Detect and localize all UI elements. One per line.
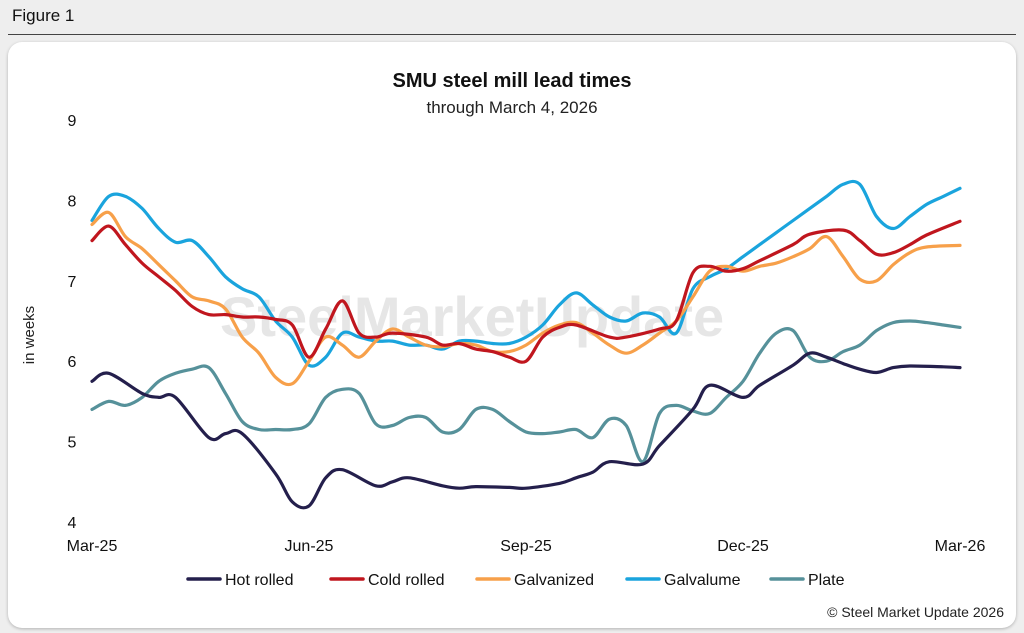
watermark: SteelMarketUpdate [220, 285, 724, 348]
legend-label: Galvalume [664, 572, 741, 589]
legend-item-hot-rolled: Hot rolled [186, 572, 293, 589]
series-line-cold-rolled [90, 219, 962, 364]
legend-label: Plate [808, 572, 845, 589]
x-axis: Mar-25 Jun-25 Sep-25 Dec-25 Mar-26 [67, 538, 986, 555]
series-line-plate [90, 319, 962, 464]
figure-label: Figure 1 [12, 6, 75, 25]
legend-label: Cold rolled [368, 572, 444, 589]
legend-label: Galvanized [514, 572, 594, 589]
y-tick-label: 6 [68, 354, 77, 371]
legend-label: Hot rolled [225, 572, 293, 589]
legend-item-galvanized: Galvanized [475, 572, 594, 589]
x-tick-label: Jun-25 [285, 538, 334, 555]
chart-title: SMU steel mill lead times [393, 70, 632, 92]
legend-item-plate: Plate [769, 572, 845, 589]
chart-subtitle: through March 4, 2026 [426, 98, 597, 117]
legend: Hot rolled Cold rolled Galvanized Galvalume… [186, 572, 845, 589]
copyright-note: © Steel Market Update 2026 [827, 604, 1004, 620]
y-axis-label: in weeks [21, 306, 38, 364]
chart-panel [8, 42, 1016, 628]
y-tick-label: 7 [68, 274, 77, 291]
x-tick-label: Mar-26 [935, 538, 986, 555]
x-tick-label: Sep-25 [500, 538, 552, 555]
series-lines [90, 179, 962, 510]
y-tick-label: 5 [68, 435, 77, 452]
y-tick-label: 8 [68, 193, 77, 210]
header-rule [8, 34, 1016, 35]
legend-item-cold-rolled: Cold rolled [329, 572, 444, 589]
y-tick-label: 4 [68, 515, 77, 532]
x-tick-label: Dec-25 [717, 538, 769, 555]
series-line-galvanized [90, 210, 962, 387]
series-line-hot-rolled [90, 351, 962, 510]
y-axis: 4 5 6 7 8 9 [68, 113, 77, 532]
series-line-galvalume [90, 179, 962, 368]
legend-item-galvalume: Galvalume [625, 572, 741, 589]
y-tick-label: 9 [68, 113, 77, 130]
x-tick-label: Mar-25 [67, 538, 118, 555]
